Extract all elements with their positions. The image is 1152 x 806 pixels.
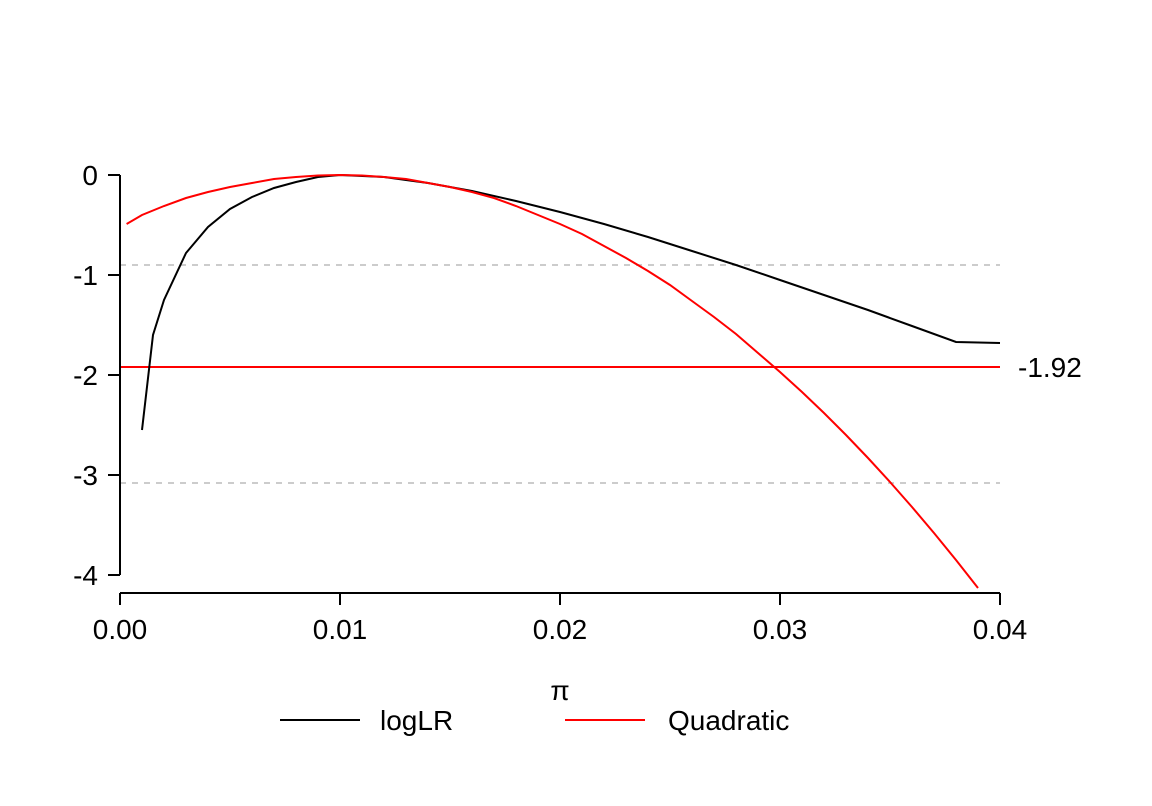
legend-label: Quadratic <box>668 705 789 736</box>
x-tick-label: 0.01 <box>313 614 368 645</box>
x-tick-label: 0.00 <box>93 614 148 645</box>
x-tick-label: 0.02 <box>533 614 588 645</box>
chart-background <box>0 0 1152 806</box>
x-tick-label: 0.03 <box>753 614 808 645</box>
y-tick-label: -3 <box>73 460 98 491</box>
reference-label: -1.92 <box>1018 352 1082 383</box>
x-tick-label: 0.04 <box>973 614 1028 645</box>
log-likelihood-chart: 0.00 0.01 0.02 0.03 0.04 0 -1 -2 -3 -4 π -1.92 logLR… <box>0 0 1152 806</box>
y-tick-label: -1 <box>73 260 98 291</box>
x-axis-title: π <box>550 675 569 706</box>
y-tick-label: 0 <box>82 160 98 191</box>
y-tick-label: -4 <box>73 560 98 591</box>
y-tick-label: -2 <box>73 360 98 391</box>
legend-label: logLR <box>380 705 453 736</box>
